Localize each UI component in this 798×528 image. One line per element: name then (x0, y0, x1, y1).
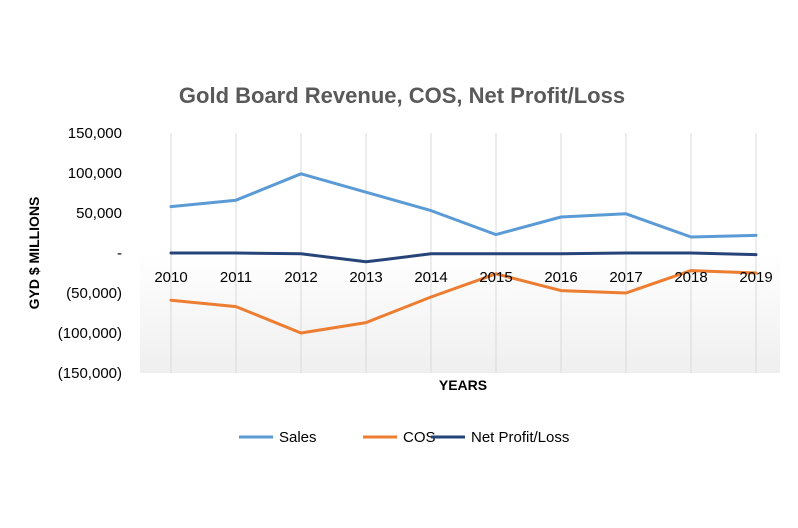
series-lines (169, 172, 758, 335)
y-tick-label: 100,000 (68, 165, 122, 182)
series-line-sales (169, 172, 758, 239)
y-axis-ticks: 150,000 100,000 50,000 - (50,000) (100,000) (1… (58, 125, 122, 382)
legend-label-sales: Sales (279, 429, 317, 446)
x-tick-label-2013: 2013 (349, 269, 382, 286)
y-tick-label: (100,000) (58, 325, 122, 342)
legend: Sales COS Net Profit/Loss (239, 429, 569, 446)
legend-label-cos: COS (403, 429, 436, 446)
series-line-net-profit-loss (169, 251, 758, 264)
x-tick-label-2018: 2018 (674, 269, 707, 286)
x-tick-label-2010: 2010 (154, 269, 187, 286)
series-line-cos (169, 269, 758, 335)
x-tick-label-2017: 2017 (609, 269, 642, 286)
y-tick-label: (50,000) (66, 285, 122, 302)
x-tick-label-2016: 2016 (544, 269, 577, 286)
y-tick-label: 50,000 (76, 205, 122, 222)
chart-title: Gold Board Revenue, COS, Net Profit/Loss (179, 83, 625, 108)
x-tick-label-2015: 2015 (479, 269, 512, 286)
x-tick-label-2014: 2014 (414, 269, 447, 286)
x-axis-ticks: 2010 2011 2012 2013 2014 2015 2016 2017 2018 2019 (154, 269, 772, 286)
legend-label-net-profit-loss: Net Profit/Loss (471, 429, 569, 446)
x-tick-label-2012: 2012 (284, 269, 317, 286)
x-tick-label-2019: 2019 (739, 269, 772, 286)
y-tick-label: - (117, 245, 122, 262)
y-tick-label: (150,000) (58, 365, 122, 382)
y-axis-title: GYD $ MILLIONS (26, 197, 42, 310)
x-tick-label-2011: 2011 (220, 269, 252, 286)
y-tick-label: 150,000 (68, 125, 122, 142)
x-axis-title: YEARS (439, 377, 487, 393)
